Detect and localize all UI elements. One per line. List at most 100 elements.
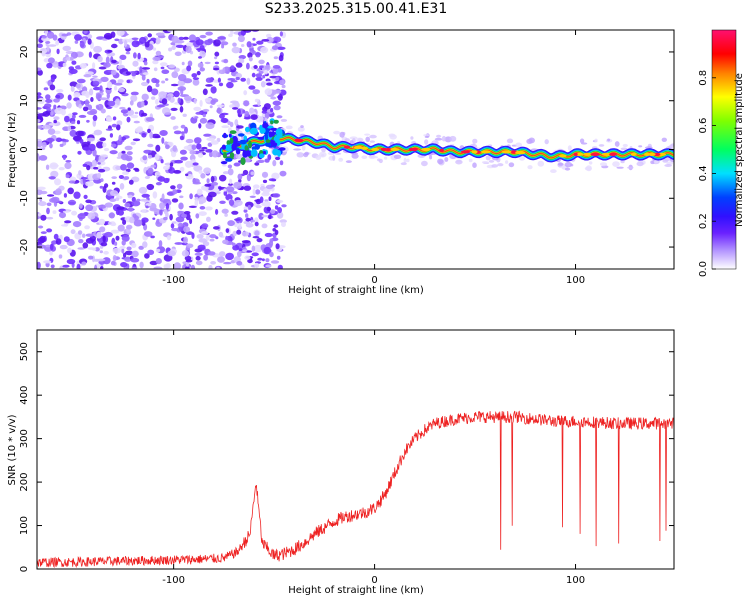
noise-speckle: [277, 94, 283, 101]
noise-speckle: [194, 116, 199, 119]
onset-burst: [264, 132, 269, 141]
noise-speckle: [233, 199, 243, 207]
noise-speckle: [262, 188, 270, 195]
noise-speckle: [195, 213, 200, 219]
noise-speckle: [173, 170, 181, 174]
noise-speckle: [133, 219, 143, 227]
ridge-hotspot: [297, 138, 304, 143]
noise-speckle: [126, 224, 133, 230]
onset-burst: [229, 137, 234, 144]
noise-speckle: [79, 40, 85, 48]
noise-speckle: [55, 188, 62, 196]
noise-speckle: [121, 150, 126, 154]
ridge-hotspot: [593, 152, 599, 156]
ridge-speckle: [369, 134, 377, 139]
noise-speckle: [214, 61, 219, 65]
noise-speckle: [276, 211, 284, 219]
noise-speckle: [279, 219, 287, 224]
noise-speckle: [266, 36, 274, 44]
onset-burst: [242, 150, 248, 158]
noise-speckle: [197, 244, 206, 251]
noise-speckle: [178, 36, 184, 41]
noise-speckle: [171, 45, 176, 51]
ridge-speckle: [592, 146, 598, 149]
noise-speckle: [184, 160, 193, 168]
noise-speckle: [98, 204, 107, 209]
noise-speckle: [96, 172, 102, 178]
noise-speckle: [145, 117, 155, 122]
spectrogram-y-ticks: -20 -10 0 10 20: [19, 46, 674, 255]
noise-speckle: [167, 250, 176, 257]
noise-speckle: [194, 137, 202, 144]
noise-speckle: [244, 110, 249, 118]
noise-speckle: [40, 214, 47, 221]
onset-burst: [237, 133, 245, 137]
noise-speckle: [231, 46, 241, 54]
noise-speckle: [276, 255, 281, 260]
noise-speckle: [45, 99, 53, 103]
noise-speckle: [236, 261, 243, 266]
noise-speckle: [229, 104, 235, 108]
y-tick-label: 0: [19, 146, 30, 152]
noise-speckle: [131, 266, 138, 269]
snr-x-axis-label: Height of straight line (km): [288, 585, 424, 596]
noise-speckle: [210, 175, 215, 183]
noise-speckle: [102, 257, 111, 265]
onset-burst: [250, 149, 258, 157]
noise-speckle: [173, 130, 182, 135]
noise-speckle: [264, 88, 273, 96]
noise-speckle: [195, 39, 204, 46]
x-tick-label: -100: [162, 575, 185, 586]
noise-speckle: [38, 225, 44, 229]
noise-speckle: [253, 244, 263, 253]
noise-speckle: [142, 72, 149, 76]
noise-speckle: [230, 65, 235, 70]
noise-speckle: [39, 48, 48, 54]
noise-speckle: [73, 92, 81, 98]
noise-speckle: [243, 206, 249, 210]
noise-speckle: [67, 247, 72, 254]
noise-speckle: [196, 70, 201, 76]
noise-speckle: [37, 113, 47, 117]
noise-speckle: [141, 74, 146, 81]
noise-speckle: [43, 58, 50, 63]
noise-speckle: [143, 231, 153, 237]
noise-speckle: [85, 237, 94, 244]
noise-speckle: [173, 125, 179, 129]
ridge-speckle: [508, 162, 515, 168]
ridge-speckle: [378, 158, 383, 164]
noise-speckle: [76, 120, 81, 125]
noise-speckle: [79, 138, 84, 144]
onset-burst: [244, 145, 249, 151]
noise-speckle: [199, 206, 206, 210]
noise-speckle: [276, 46, 286, 50]
noise-speckle: [229, 121, 234, 128]
noise-speckle: [196, 234, 204, 239]
noise-speckle: [160, 66, 165, 70]
noise-speckle: [46, 31, 55, 39]
noise-speckle: [200, 173, 206, 179]
noise-speckle: [199, 117, 208, 124]
noise-speckle: [92, 247, 97, 251]
ridge-speckle: [403, 157, 407, 164]
noise-speckle: [176, 40, 185, 44]
noise-speckle: [136, 198, 141, 202]
noise-speckle: [265, 258, 270, 263]
noise-speckle: [246, 62, 250, 70]
noise-speckle: [62, 62, 67, 68]
noise-speckle: [142, 241, 148, 249]
noise-speckle: [78, 114, 87, 118]
noise-speckle: [252, 184, 260, 189]
noise-speckle: [138, 186, 148, 194]
ridge-hotspot: [509, 150, 518, 154]
noise-speckle: [86, 119, 90, 123]
noise-speckle: [260, 81, 266, 88]
noise-speckle: [82, 106, 89, 112]
ridge-speckle: [519, 155, 525, 161]
noise-speckle: [275, 243, 280, 250]
noise-speckle: [154, 79, 160, 84]
noise-speckle: [189, 218, 193, 225]
noise-speckle: [259, 65, 264, 69]
noise-speckle: [254, 98, 259, 103]
noise-speckle: [255, 189, 261, 195]
